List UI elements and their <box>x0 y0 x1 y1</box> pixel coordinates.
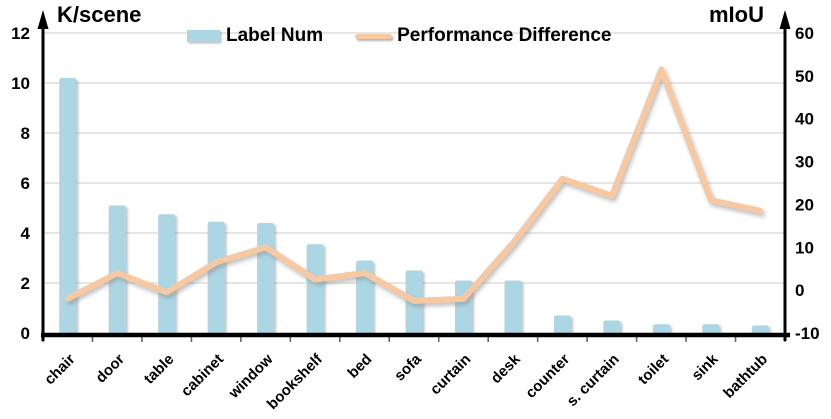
bar-bathtub <box>751 325 769 333</box>
left-axis-arrow-icon <box>37 10 49 29</box>
right-tick-label-0: 0 <box>795 281 804 300</box>
category-label-sofa: sofa <box>391 350 425 384</box>
right-tick-label-60: 60 <box>795 24 814 43</box>
right-tick-label-50: 50 <box>795 67 814 86</box>
bar-toilet <box>652 324 670 333</box>
category-label-desk: desk <box>488 350 525 387</box>
bar-sink <box>702 324 720 333</box>
category-label-bed: bed <box>344 351 375 382</box>
right-axis-arrow-icon <box>779 10 791 29</box>
left-tick-label-10: 10 <box>11 74 30 93</box>
right-tick-label-20: 20 <box>795 195 814 214</box>
left-tick-label-0: 0 <box>21 324 30 343</box>
category-label-cabinet: cabinet <box>178 351 227 400</box>
category-label-bathtub: bathtub <box>720 351 771 402</box>
category-label-s-curtain: s. curtain <box>564 351 623 410</box>
category-label-curtain: curtain <box>427 351 474 398</box>
left-tick-label-6: 6 <box>21 174 30 193</box>
category-label-chair: chair <box>41 351 78 388</box>
right-tick-label-30: 30 <box>795 153 814 172</box>
right-axis-title: mIoU <box>709 2 764 27</box>
category-label-table: table <box>141 351 178 388</box>
category-label-door: door <box>92 351 128 387</box>
bar-desk <box>504 280 522 333</box>
bar-table <box>158 214 176 333</box>
legend-label-line-series: Performance Difference <box>397 25 612 46</box>
right-tick-label-10: 10 <box>795 238 814 257</box>
category-label-sink: sink <box>688 350 722 384</box>
left-axis-title: K/scene <box>57 2 142 27</box>
category-label-toilet: toilet <box>635 351 672 388</box>
right-tick-label--10: -10 <box>795 324 820 343</box>
line-series-swatch-icon <box>355 33 393 39</box>
left-tick-label-2: 2 <box>21 274 30 293</box>
performance-difference-line <box>64 66 764 304</box>
category-label-bookshelf: bookshelf <box>264 350 327 413</box>
legend: Label Num Performance Difference <box>187 25 612 47</box>
right-tick-label-40: 40 <box>795 110 814 129</box>
bar-chair <box>59 78 77 333</box>
left-tick-label-8: 8 <box>21 124 30 143</box>
left-tick-label-12: 12 <box>11 24 30 43</box>
category-label-counter: counter <box>522 351 573 402</box>
legend-label-bar-series: Label Num <box>226 25 324 46</box>
bar-counter <box>553 315 571 333</box>
bar-door <box>108 205 126 333</box>
left-tick-label-4: 4 <box>21 224 31 243</box>
bar-cabinet <box>207 221 225 333</box>
bar-window <box>257 223 275 333</box>
bar-bookshelf <box>306 244 324 333</box>
bar-s-curtain <box>603 320 621 333</box>
bar-series-swatch-icon <box>187 30 220 42</box>
